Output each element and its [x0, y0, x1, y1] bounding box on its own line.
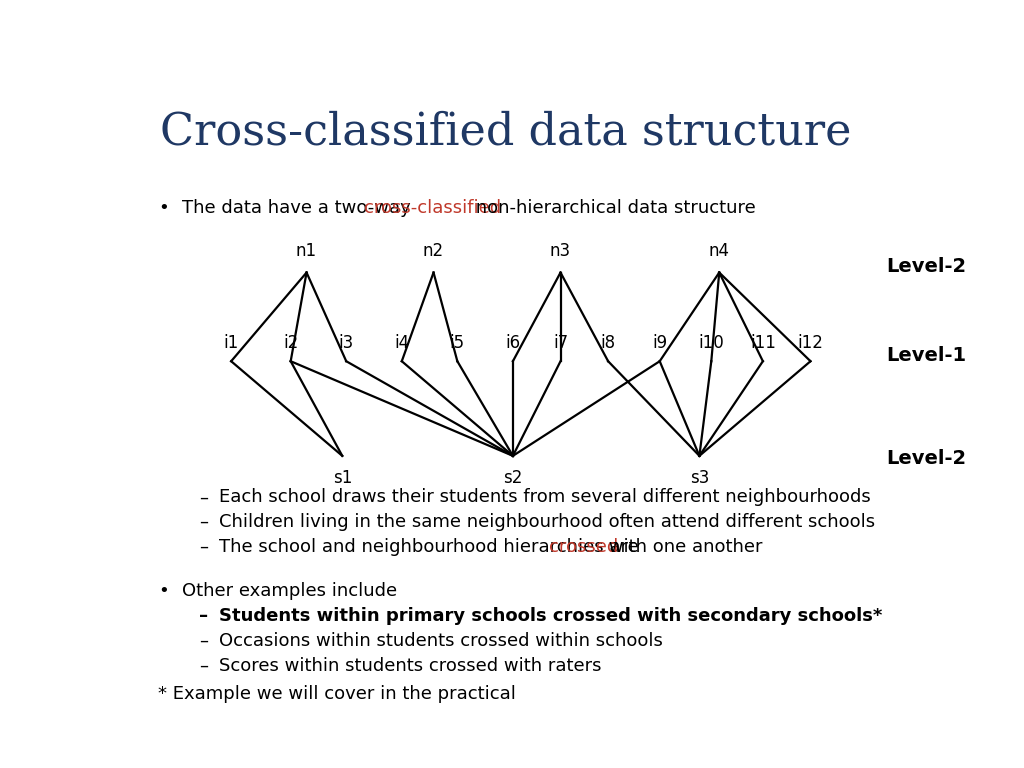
Text: Scores within students crossed with raters: Scores within students crossed with rate…	[219, 657, 602, 675]
Text: with one another: with one another	[603, 538, 762, 556]
Text: –: –	[200, 538, 209, 556]
Text: i4: i4	[394, 334, 410, 353]
Text: i10: i10	[698, 334, 724, 353]
Text: i5: i5	[450, 334, 465, 353]
Text: Students within primary schools crossed with secondary schools*: Students within primary schools crossed …	[219, 607, 883, 625]
Text: i1: i1	[223, 334, 239, 353]
Text: * Example we will cover in the practical: * Example we will cover in the practical	[158, 685, 516, 703]
Text: s3: s3	[690, 468, 709, 487]
Text: i6: i6	[505, 334, 520, 353]
Text: n3: n3	[550, 241, 571, 260]
Text: •: •	[158, 582, 169, 601]
Text: Level-2: Level-2	[886, 449, 966, 468]
Text: cross-classified: cross-classified	[364, 199, 501, 217]
Text: The school and neighbourhood hierarchies are: The school and neighbourhood hierarchies…	[219, 538, 645, 556]
Text: –: –	[200, 513, 209, 531]
Text: crossed: crossed	[549, 538, 618, 556]
Text: n1: n1	[296, 241, 317, 260]
Text: •: •	[158, 199, 169, 217]
Text: Other examples include: Other examples include	[182, 582, 397, 601]
Text: s2: s2	[503, 468, 522, 487]
Text: Cross-classified data structure: Cross-classified data structure	[160, 110, 851, 153]
Text: Children living in the same neighbourhood often attend different schools: Children living in the same neighbourhoo…	[219, 513, 876, 531]
Text: i2: i2	[283, 334, 298, 353]
Text: Level-1: Level-1	[886, 346, 966, 365]
Text: i3: i3	[339, 334, 354, 353]
Text: Each school draws their students from several different neighbourhoods: Each school draws their students from se…	[219, 488, 871, 506]
Text: s1: s1	[333, 468, 352, 487]
Text: –: –	[200, 657, 209, 675]
Text: i7: i7	[553, 334, 568, 353]
Text: i9: i9	[652, 334, 668, 353]
Text: Level-2: Level-2	[886, 257, 966, 276]
Text: –: –	[200, 632, 209, 650]
Text: n2: n2	[423, 241, 444, 260]
Text: –: –	[200, 607, 209, 625]
Text: i12: i12	[798, 334, 823, 353]
Text: The data have a two-way: The data have a two-way	[182, 199, 417, 217]
Text: Occasions within students crossed within schools: Occasions within students crossed within…	[219, 632, 664, 650]
Text: i11: i11	[750, 334, 776, 353]
Text: non-hierarchical data structure: non-hierarchical data structure	[470, 199, 756, 217]
Text: i8: i8	[600, 334, 615, 353]
Text: –: –	[200, 488, 209, 506]
Text: n4: n4	[709, 241, 730, 260]
